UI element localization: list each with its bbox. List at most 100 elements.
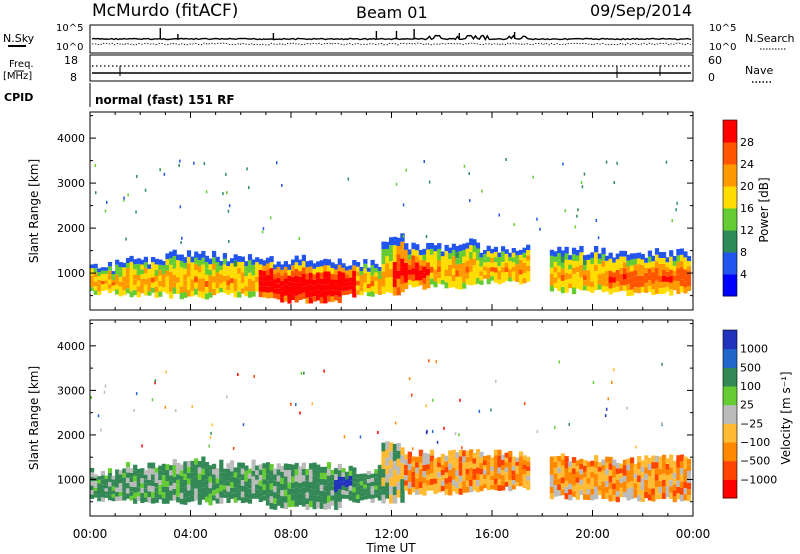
- power-echo-cell: [165, 282, 170, 288]
- nave-label: Nave: [745, 64, 773, 77]
- power-echo-cell: [472, 252, 477, 259]
- velocity-echo-cell: [472, 463, 477, 469]
- velocity-sparse-echo: [635, 445, 637, 449]
- power-echo-cell: [208, 264, 213, 270]
- velocity-echo-cell: [169, 495, 174, 501]
- velocity-echo-cell: [522, 483, 527, 488]
- power-echo-cell: [579, 283, 584, 291]
- velocity-echo-cell: [479, 468, 484, 475]
- power-echo-cell: [176, 265, 181, 272]
- velocity-echo-cell: [683, 469, 688, 476]
- velocity-echo-cell: [672, 466, 677, 473]
- power-echo-cell: [283, 295, 288, 302]
- power-echo-cell: [169, 291, 174, 299]
- velocity-echo-cell: [504, 452, 509, 458]
- power-echo-cell: [190, 262, 195, 268]
- power-echo-cell: [385, 241, 390, 249]
- power-echo-cell: [215, 267, 220, 273]
- velocity-echo-cell: [633, 488, 638, 493]
- power-sparse-echo: [576, 214, 578, 218]
- power-echo-cell: [493, 262, 498, 268]
- power-echo-cell: [355, 271, 361, 276]
- power-echo-cell: [440, 270, 446, 276]
- velocity-echo-cell: [312, 469, 317, 476]
- power-echo-cell: [172, 249, 177, 256]
- power-echo-cell: [662, 281, 667, 288]
- velocity-echo-cell: [679, 468, 684, 475]
- velocity-echo-cell: [605, 474, 610, 481]
- velocity-echo-cell: [601, 482, 606, 488]
- power-ylabel: Slant Range [km]: [27, 159, 41, 263]
- power-echo-cell: [493, 272, 498, 278]
- power-echo-cell: [312, 274, 317, 280]
- velocity-echo-cell: [676, 493, 681, 500]
- power-echo-cell: [501, 261, 506, 268]
- velocity-echo-cell: [122, 468, 127, 473]
- velocity-echo-cell: [418, 462, 424, 469]
- power-echo-cell: [651, 283, 656, 290]
- velocity-echo-cell: [557, 467, 562, 473]
- power-echo-cell: [418, 260, 424, 266]
- velocity-echo-cell: [465, 462, 470, 469]
- velocity-echo-cell: [654, 474, 660, 481]
- power-echo-cell: [244, 276, 249, 282]
- power-echo-cell: [233, 278, 238, 285]
- velocity-echo-cell: [676, 474, 681, 481]
- velocity-echo-cell: [370, 486, 375, 491]
- velocity-echo-cell: [396, 443, 401, 451]
- velocity-echo-cell: [615, 485, 620, 491]
- power-echo-cell: [568, 269, 573, 274]
- power-echo-cell: [407, 269, 412, 275]
- power-echo-cell: [522, 267, 527, 273]
- power-echo-cell: [560, 274, 566, 281]
- power-echo-cell: [385, 263, 390, 271]
- velocity-echo-cell: [433, 478, 438, 484]
- power-echo-cell: [504, 267, 509, 272]
- velocity-echo-cell: [374, 493, 379, 498]
- power-echo-cell: [366, 271, 372, 276]
- velocity-echo-cell: [396, 489, 401, 498]
- power-echo-cell: [479, 257, 484, 262]
- power-echo-cell: [337, 296, 342, 304]
- velocity-echo-cell: [522, 469, 527, 474]
- velocity-echo-cell: [334, 486, 339, 492]
- power-echo-cell: [508, 269, 513, 274]
- velocity-echo-cell: [637, 475, 642, 482]
- power-echo-cell: [226, 290, 231, 295]
- velocity-echo-cell: [273, 468, 278, 475]
- power-sparse-echo: [536, 217, 538, 221]
- velocity-echo-cell: [377, 475, 383, 481]
- power-echo-cell: [326, 259, 332, 266]
- power-echo-cell: [522, 247, 527, 253]
- power-echo-cell: [597, 274, 602, 280]
- power-echo-cell: [404, 243, 409, 250]
- velocity-echo-cell: [451, 467, 456, 474]
- power-echo-cell: [669, 263, 674, 270]
- velocity-echo-cell: [197, 498, 202, 505]
- power-echo-cell: [583, 285, 588, 291]
- velocity-echo-cell: [422, 477, 427, 484]
- velocity-echo-cell: [626, 464, 631, 471]
- velocity-sparse-echo: [495, 379, 497, 383]
- velocity-echo-cell: [508, 485, 513, 492]
- velocity-echo-cell: [233, 472, 238, 478]
- power-echo-cell: [676, 268, 681, 275]
- power-sparse-echo: [616, 161, 618, 165]
- power-echo-cell: [107, 288, 113, 293]
- velocity-echo-cell: [158, 465, 163, 471]
- power-echo-cell: [363, 268, 368, 274]
- power-echo-cell: [194, 276, 199, 283]
- power-echo-cell: [355, 290, 361, 295]
- power-echo-cell: [330, 279, 335, 285]
- velocity-echo-cell: [476, 467, 481, 474]
- velocity-echo-cell: [490, 457, 495, 462]
- velocity-echo-cell: [312, 502, 317, 510]
- velocity-echo-cell: [298, 499, 303, 505]
- power-echo-cell: [392, 245, 398, 254]
- power-echo-cell: [97, 268, 102, 273]
- power-colorbar-tick: 24: [740, 158, 754, 171]
- velocity-echo-cell: [644, 485, 649, 492]
- power-echo-cell: [247, 285, 253, 292]
- velocity-echo-cell: [230, 493, 235, 499]
- power-echo-cell: [637, 275, 642, 282]
